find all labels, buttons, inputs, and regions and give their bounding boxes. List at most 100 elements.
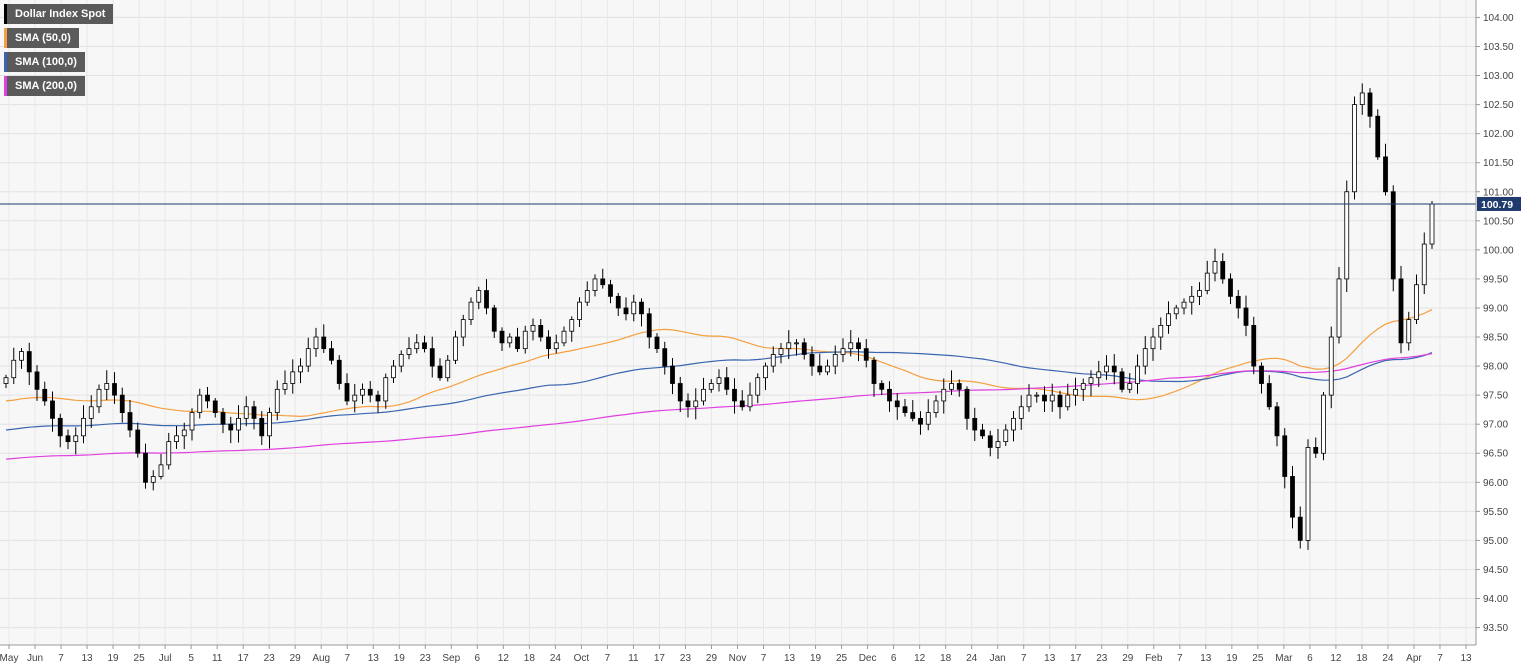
candle (1096, 360, 1102, 387)
candle-body-down (871, 359, 877, 384)
candle (933, 395, 939, 418)
candle (1297, 506, 1303, 549)
candle (150, 470, 156, 491)
candle-body-up (1096, 371, 1102, 379)
x-tick-label: 7 (605, 653, 611, 664)
candle (755, 373, 761, 404)
candle-body-up (1080, 383, 1086, 390)
y-tick-label: 100.50 (1483, 216, 1514, 227)
candle (701, 377, 706, 406)
y-tick-label: 101.50 (1483, 158, 1514, 169)
candle-body-down (546, 336, 551, 350)
y-axis-ticks: 93.50 94.00 94.50 95.00 95.50 96.00 96.50 97.00… (1476, 13, 1514, 634)
candle-body-down (894, 400, 900, 408)
candle (1251, 316, 1257, 375)
candle-body-up (88, 406, 94, 419)
x-tick-label: Dec (859, 653, 877, 664)
candle-body-down (902, 406, 908, 413)
candle (809, 346, 815, 376)
candle (1011, 410, 1016, 442)
candle-body-up (360, 388, 365, 396)
candle-body-up (73, 435, 79, 443)
candle-body-up (1181, 301, 1187, 309)
candle (26, 342, 32, 385)
candle-body-down (987, 435, 993, 448)
candle (1080, 378, 1086, 401)
candle (406, 337, 412, 360)
candle-body-down (1375, 115, 1381, 158)
legend-item-sma-50[interactable]: SMA (50,0) (4, 28, 79, 48)
candle (189, 408, 195, 441)
candle-body-up (391, 365, 396, 379)
x-tick-label: Nov (729, 653, 747, 664)
legend-label: SMA (50,0) (15, 32, 71, 44)
candle (1336, 266, 1342, 344)
candle-body-up (305, 348, 311, 367)
candle (445, 355, 451, 382)
candle-body-down (980, 429, 985, 437)
candle-body-down (1220, 261, 1226, 280)
candle-body-up (1018, 406, 1024, 419)
candle (1026, 384, 1032, 412)
candle (801, 338, 807, 360)
legend-item-sma-200[interactable]: SMA (200,0) (4, 76, 85, 96)
x-tick-label: 19 (108, 653, 120, 664)
candle (538, 319, 544, 342)
candle (344, 373, 350, 406)
candle-body-up (406, 348, 412, 355)
x-tick-label: 18 (524, 653, 536, 664)
candle-body-down (639, 301, 644, 315)
candle (507, 333, 513, 348)
candle (879, 380, 885, 396)
candle (646, 307, 652, 349)
candle (1204, 260, 1210, 295)
candle-body-down (1251, 325, 1257, 367)
candle-body-up (1158, 325, 1164, 338)
candle-body-down (57, 417, 63, 437)
candle (693, 388, 699, 420)
legend-swatch-sma-100 (4, 52, 7, 72)
candle (282, 370, 288, 395)
candle-body-up (1127, 383, 1133, 390)
x-tick-label: 17 (1070, 653, 1082, 664)
candle (623, 297, 629, 321)
x-tick-label: 29 (290, 653, 302, 664)
candle-body-up (104, 383, 110, 390)
candle (577, 297, 582, 328)
candle-body-down (422, 342, 427, 350)
candle (670, 358, 675, 395)
candle (1003, 424, 1009, 447)
candle (375, 390, 381, 413)
x-tick-label: 5 (188, 653, 194, 664)
candle (73, 427, 79, 455)
legend-item-sma-100[interactable]: SMA (100,0) (4, 52, 85, 72)
sma-50-line (5, 309, 1433, 418)
candle (1057, 390, 1063, 419)
candle-body-up (352, 394, 358, 402)
candle (197, 388, 203, 419)
candle-body-up (786, 342, 792, 350)
candle (1142, 336, 1148, 375)
y-tick-label: 98.00 (1483, 362, 1508, 373)
candle-body-up (778, 348, 784, 355)
candle-body-down (918, 417, 923, 425)
candle-body-down (1274, 406, 1280, 437)
y-tick-label: 94.00 (1483, 594, 1508, 605)
x-tick-label: Jul (159, 653, 172, 664)
candle (88, 395, 94, 429)
candle-body-up (1065, 394, 1071, 408)
candle (677, 376, 683, 413)
candle-body-down (1119, 371, 1125, 390)
candle (290, 359, 296, 394)
y-tick-label: 97.00 (1483, 420, 1508, 431)
legend-item-dollar-index[interactable]: Dollar Index Spot (4, 4, 114, 24)
candle-body-down (972, 417, 978, 431)
x-tick-label: 23 (1096, 653, 1108, 664)
candle (1375, 109, 1381, 160)
x-tick-label: Jan (990, 653, 1006, 664)
x-tick-label: 6 (891, 653, 897, 664)
candle-body-down (1243, 307, 1249, 326)
candle (1119, 368, 1125, 393)
x-tick-label: Sep (442, 653, 460, 664)
